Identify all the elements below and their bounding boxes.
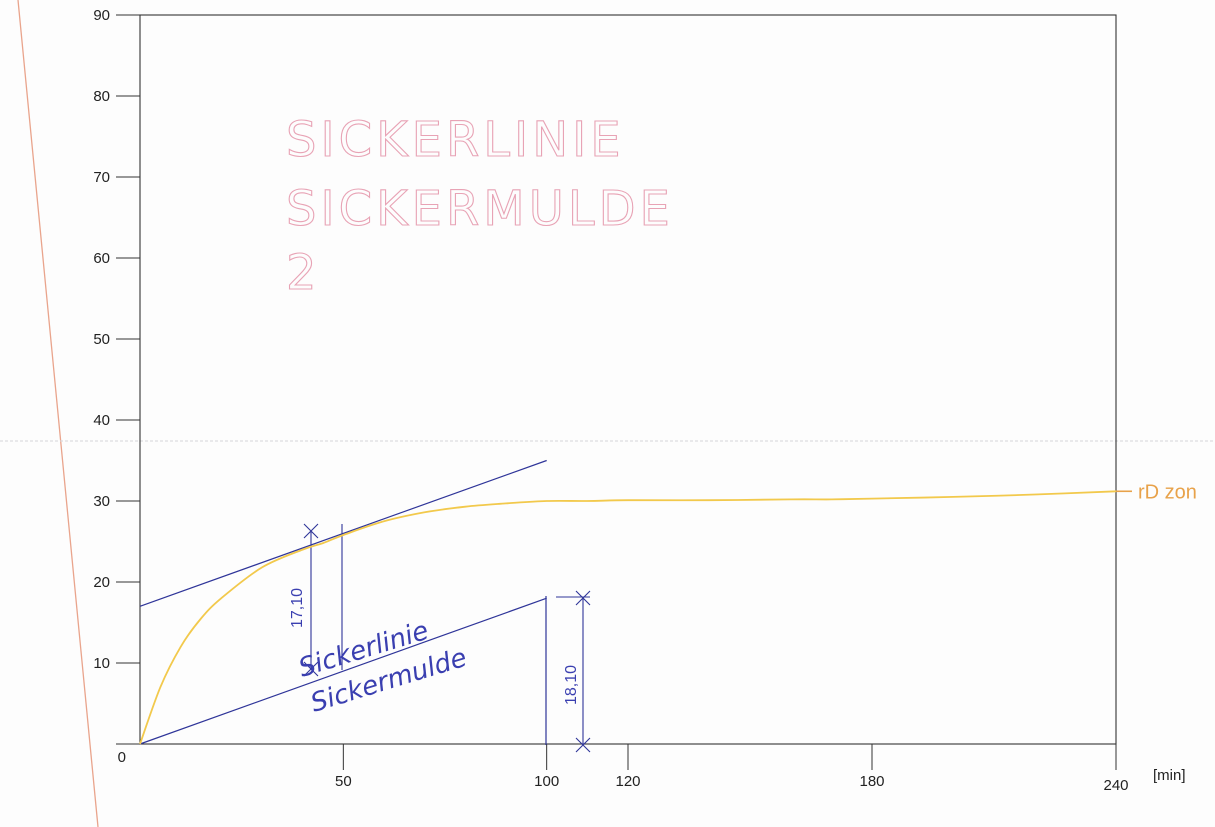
- x-tick-label-50: 50: [335, 773, 352, 790]
- infiltration-line: [139, 597, 547, 745]
- y-tick-label-80: 80: [93, 88, 110, 105]
- series-line-rd-zon: [139, 490, 1117, 745]
- stencil-title-line-1: SICKERLINIE: [286, 112, 625, 168]
- y-tick-label-0: 0: [118, 749, 126, 766]
- dimension-18-10-label: 18,10: [563, 665, 580, 705]
- stencil-title-line-3: 2: [286, 245, 321, 301]
- dimension-18-10-bottom-tick: [575, 737, 591, 753]
- y-tick-label-40: 40: [93, 412, 110, 429]
- x-tick-label-180: 180: [859, 773, 884, 790]
- stencil-title-line-2: SICKERMULDE: [286, 181, 674, 237]
- series-label-rd-zon: rD zon: [1138, 481, 1197, 503]
- dimension-17-10-bottom-tick: [303, 661, 319, 677]
- y-tick-label-10: 10: [93, 655, 110, 672]
- y-tick-label-50: 50: [93, 331, 110, 348]
- dimension-17-10: 17,10: [289, 523, 319, 677]
- y-tick-label-60: 60: [93, 250, 110, 267]
- x-tick-label-240: 240: [1103, 777, 1128, 794]
- x-tick-label-100: 100: [534, 773, 559, 790]
- scan-red-margin-line: [17, 0, 99, 827]
- stencil-title: SICKERLINIE SICKERMULDE 2: [285, 111, 674, 301]
- y-axis-ticks: 0 10 20 30 40 50 60 70 80 90: [93, 7, 140, 766]
- dimension-17-10-top-tick: [303, 523, 319, 539]
- x-axis-ticks: 50 100 120 180 240: [335, 744, 1129, 794]
- tangent-line: [139, 459, 547, 607]
- x-axis-unit-label: [min]: [1153, 767, 1186, 784]
- y-tick-label-30: 30: [93, 493, 110, 510]
- y-tick-label-20: 20: [93, 574, 110, 591]
- x-tick-label-120: 120: [615, 773, 640, 790]
- y-tick-label-70: 70: [93, 169, 110, 186]
- dimension-17-10-label: 17,10: [289, 588, 306, 628]
- y-tick-label-90: 90: [93, 7, 110, 24]
- dimension-18-10: 18,10: [556, 590, 591, 753]
- dimension-18-10-top-tick: [575, 590, 591, 606]
